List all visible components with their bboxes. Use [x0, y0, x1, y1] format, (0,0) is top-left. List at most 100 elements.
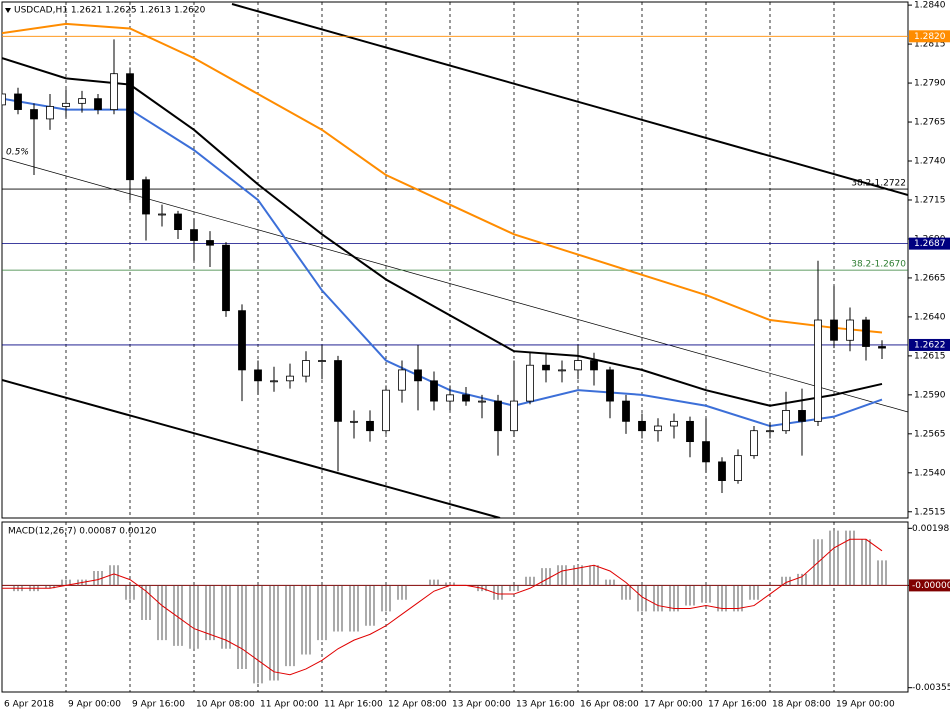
price-label-box — [909, 237, 950, 250]
y-tick-label: 1.2640 — [914, 312, 946, 322]
level-label: 38.2-1.2670 — [851, 260, 906, 270]
y-tick-label: 1.2540 — [914, 468, 946, 478]
candle-body — [2, 93, 6, 106]
candle-body — [430, 380, 438, 402]
candle-body — [750, 430, 758, 457]
level-label: 38.2-1.2722 — [851, 179, 906, 189]
candle-body — [654, 425, 662, 432]
y-tick-label: 0.00198 — [912, 524, 949, 534]
price-label: 1.2687 — [914, 239, 946, 249]
candle-body — [862, 319, 870, 347]
candle-body — [686, 420, 694, 443]
y-tick-label: 1.2815 — [914, 40, 946, 50]
price-label: 1.2820 — [914, 32, 946, 42]
y-tick-label: 1.2665 — [914, 273, 946, 283]
x-tick-label: 19 Apr 00:00 — [836, 700, 895, 710]
annotation: 0.5% — [6, 148, 29, 158]
candle-body — [670, 420, 678, 427]
price-label: 1.2622 — [914, 340, 946, 350]
candle-body — [398, 369, 406, 391]
candle-body — [350, 420, 358, 423]
candle-body — [382, 389, 390, 432]
macd-title: MACD(12,26,7) 0.00087 0.00120 — [8, 527, 157, 537]
candle-body — [14, 93, 22, 110]
candle-body — [798, 410, 806, 422]
x-tick-label: 9 Apr 00:00 — [68, 700, 121, 710]
candle-body — [318, 360, 326, 362]
candle-body — [558, 369, 566, 372]
candle-body — [606, 369, 614, 402]
candle-body — [126, 73, 134, 181]
candle-body — [414, 369, 422, 382]
x-tick-label: 9 Apr 16:00 — [132, 700, 185, 710]
x-tick-label: 10 Apr 08:00 — [196, 700, 255, 710]
candle-body — [718, 461, 726, 481]
candle-body — [878, 346, 886, 349]
candle-body — [494, 400, 502, 432]
candle-body — [846, 319, 854, 341]
macd-panel — [1, 521, 909, 693]
candle-body — [270, 380, 278, 383]
candle-body — [366, 420, 374, 432]
candle-body — [638, 420, 646, 432]
y-tick-label: 1.2840 — [914, 1, 946, 11]
y-tick-label: 1.2790 — [914, 79, 946, 89]
y-tick-label: 1.2615 — [914, 351, 946, 361]
moving-average — [2, 57, 883, 407]
y-tick-label: 1.2515 — [914, 507, 946, 517]
y-tick-label: -0.00000 — [912, 581, 950, 591]
candle-body — [158, 213, 166, 216]
signal-line — [2, 538, 883, 676]
candle-body — [446, 394, 454, 402]
x-tick-label: 17 Apr 16:00 — [708, 700, 767, 710]
channel-mid — [2, 157, 908, 413]
candle-body — [814, 319, 822, 422]
y-tick-label: -0.00355 — [912, 683, 950, 693]
y-tick-label: 1.2715 — [914, 195, 946, 205]
candle-body — [526, 364, 534, 402]
candle-body — [174, 213, 182, 231]
title-icon — [5, 8, 11, 13]
price-label-box — [909, 338, 950, 351]
candle-body — [30, 109, 38, 120]
y-tick-label: 1.2740 — [914, 157, 946, 167]
candle-body — [542, 364, 550, 371]
x-tick-label: 11 Apr 16:00 — [324, 700, 383, 710]
main-panel — [1, 1, 909, 519]
candle-body — [622, 400, 630, 422]
x-tick-label: 6 Apr 2018 — [4, 700, 54, 710]
candle-body — [830, 319, 838, 341]
x-tick-label: 16 Apr 08:00 — [580, 700, 639, 710]
x-tick-label: 13 Apr 16:00 — [516, 700, 575, 710]
zero-label-box — [909, 579, 950, 592]
candle-body — [254, 369, 262, 382]
candle-body — [590, 360, 598, 371]
candle-body — [734, 455, 742, 481]
candle-body — [78, 98, 86, 104]
candle-body — [238, 310, 246, 371]
x-tick-label: 12 Apr 08:00 — [388, 700, 447, 710]
x-tick-label: 13 Apr 00:00 — [452, 700, 511, 710]
price-label-box — [909, 30, 950, 43]
candle-body — [574, 360, 582, 371]
candle-body — [462, 394, 470, 402]
candle-body — [94, 98, 102, 110]
main-plot: 38.2-1.2722 38.2-1.2670 — [2, 2, 908, 518]
candle-body — [302, 360, 310, 377]
candle-body — [782, 410, 790, 432]
axes: 1.2840 1.2815 1.2790 1.2765 1.2740 1.2715 1.26… — [4, 1, 950, 710]
candle-body — [206, 240, 214, 246]
candle-body — [62, 102, 70, 107]
candle-body — [766, 430, 774, 433]
chart-title: USDCAD,H1 1.2621 1.2625 1.2613 1.2620 — [14, 6, 206, 16]
candle-body — [510, 400, 518, 432]
x-tick-label: 11 Apr 00:00 — [260, 700, 319, 710]
channel-bottom — [2, 379, 501, 518]
macd-plot — [2, 522, 908, 692]
y-tick-label: 1.2590 — [914, 390, 946, 400]
candle-body — [478, 400, 486, 403]
candle-body — [334, 360, 342, 422]
candle-body — [222, 244, 230, 312]
